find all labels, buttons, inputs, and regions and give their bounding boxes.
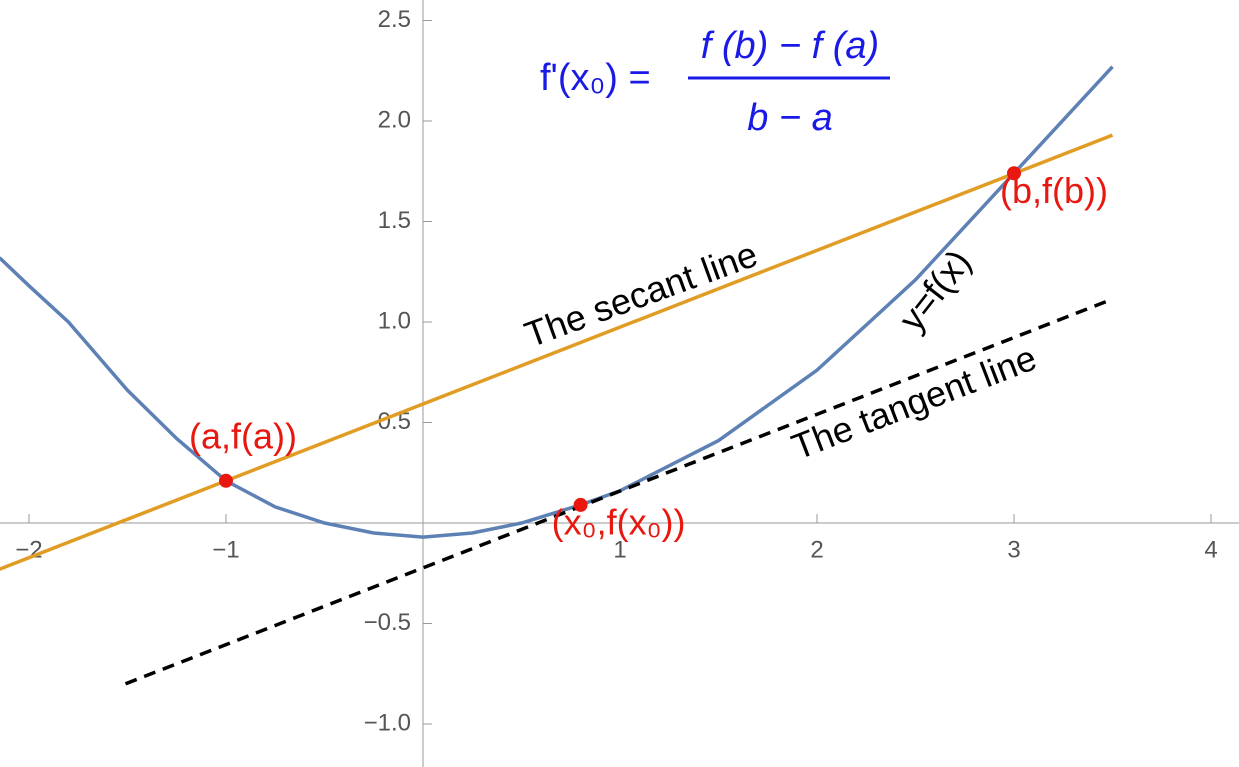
y-tick-label: 2.0 — [378, 106, 411, 133]
point-label: (x₀,f(x₀)) — [552, 501, 686, 542]
formula-lhs: f'(x₀) = — [540, 57, 651, 99]
formula-numerator: f (b) − f (a) — [701, 25, 879, 67]
x-tick-label: 2 — [810, 536, 823, 563]
x-tick-label: 4 — [1204, 536, 1217, 563]
y-tick-label: 1.5 — [378, 207, 411, 234]
series-line — [124, 298, 1112, 686]
point-label: (a,f(a)) — [189, 415, 297, 456]
x-tick-label: 3 — [1007, 536, 1020, 563]
y-tick-label: −1.0 — [364, 709, 411, 736]
point-label: (b,f(b)) — [1000, 170, 1108, 211]
point — [218, 473, 233, 488]
secant-label: The secant line — [519, 233, 762, 355]
y-tick-label: 1.0 — [378, 307, 411, 334]
x-tick-label: 1 — [613, 536, 626, 563]
y-tick-label: −0.5 — [364, 609, 411, 636]
point — [573, 497, 588, 512]
tangent-label: The tangent line — [786, 337, 1042, 468]
series-line — [0, 133, 1114, 571]
y-tick-label: 2.5 — [378, 6, 411, 33]
x-tick-label: −1 — [212, 536, 239, 563]
series-line — [0, 65, 1114, 539]
formula-denominator: b − a — [747, 97, 833, 139]
point — [1007, 166, 1022, 181]
